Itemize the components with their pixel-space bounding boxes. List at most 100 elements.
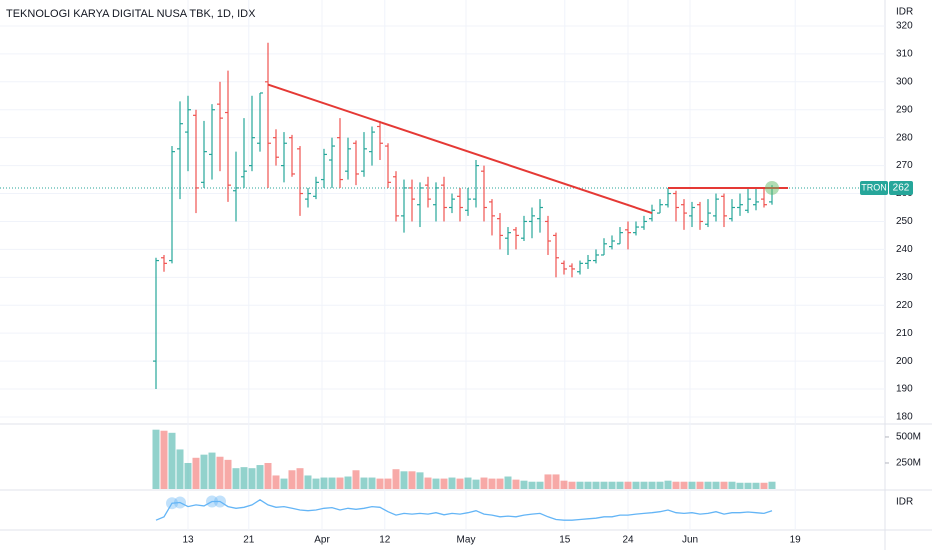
volume-bar [768, 481, 776, 489]
y-tick-label: 280 [896, 132, 913, 143]
y-tick-label: 190 [896, 384, 913, 395]
volume-bar [296, 468, 304, 489]
volume-bar [568, 481, 576, 489]
x-tick-label: 21 [243, 535, 255, 546]
price-unit: IDR [896, 7, 913, 18]
volume-bar [224, 459, 232, 489]
volume-bar [592, 481, 600, 489]
price-tag-text: 262 [893, 183, 910, 194]
volume-bar [352, 470, 360, 489]
volume-bar [544, 474, 552, 489]
volume-bar [728, 481, 736, 489]
volume-bar [688, 481, 696, 489]
volume-bar [736, 482, 744, 489]
volume-bar [176, 449, 184, 489]
volume-bar [336, 477, 344, 489]
volume-bar [480, 477, 488, 489]
volume-bar [160, 430, 168, 489]
volume-bar [504, 476, 512, 489]
volume-bar [320, 477, 328, 489]
x-tick-label: 24 [622, 535, 634, 546]
volume-bar [664, 480, 672, 489]
volume-bar [520, 480, 528, 489]
indicator-unit: IDR [896, 497, 913, 508]
volume-bar [376, 478, 384, 489]
y-tick-label: 200 [896, 356, 913, 367]
volume-bar [304, 475, 312, 489]
y-tick-label: 250 [896, 216, 913, 227]
y-tick-label: 320 [896, 21, 913, 32]
volume-bar [744, 482, 752, 489]
x-tick-label: 19 [790, 535, 802, 546]
y-tick-label: 180 [896, 412, 913, 423]
volume-bar [168, 432, 176, 489]
volume-bar [472, 479, 480, 489]
volume-bar [248, 468, 256, 489]
y-tick-label: 310 [896, 49, 913, 60]
volume-bar [416, 472, 424, 489]
volume-bar [584, 481, 592, 489]
volume-bar [704, 481, 712, 489]
volume-bar [576, 481, 584, 489]
volume-bar [616, 481, 624, 489]
volume-bar [288, 470, 296, 489]
volume-bar [240, 467, 248, 489]
volume-bar [368, 477, 376, 489]
x-tick-label: 15 [559, 535, 571, 546]
y-tick-label: 210 [896, 328, 913, 339]
volume-bar [216, 456, 224, 489]
volume-bar [760, 482, 768, 489]
volume-bar [488, 478, 496, 489]
volume-bar [272, 475, 280, 489]
volume-bar [184, 462, 192, 489]
volume-bar [392, 469, 400, 489]
volume-bar [424, 477, 432, 489]
volume-bar [440, 478, 448, 489]
price-tag [889, 180, 913, 195]
volume-bar [624, 481, 632, 489]
volume-bar [344, 476, 352, 489]
y-tick-label: 220 [896, 300, 913, 311]
volume-bar [408, 471, 416, 489]
volume-bar [400, 471, 408, 489]
y-tick-label: 230 [896, 272, 913, 283]
symbol-tag-text: TRON [861, 182, 887, 192]
alert-point [765, 180, 779, 195]
symbol-tag [860, 180, 888, 195]
volume-tick-label: 500M [896, 432, 921, 443]
volume-bar [256, 465, 264, 489]
volume-bar [680, 481, 688, 489]
volume-bar [232, 468, 240, 489]
volume-bar [712, 481, 720, 489]
volume-bar [496, 478, 504, 489]
volume-bar [328, 477, 336, 489]
volume-bar [464, 477, 472, 489]
volume-bar [640, 481, 648, 489]
x-tick-label: 13 [182, 535, 194, 546]
volume-bar [752, 482, 760, 489]
volume-bar [264, 462, 272, 489]
chart-title: TEKNOLOGI KARYA DIGITAL NUSA TBK, 1D, ID… [6, 8, 256, 20]
volume-bar [552, 474, 560, 489]
y-tick-label: 300 [896, 76, 913, 87]
volume-bar [528, 481, 536, 489]
volume-bar [312, 478, 320, 489]
volume-bar [648, 481, 656, 489]
x-tick-label: Jun [682, 535, 698, 546]
volume-bar [672, 481, 680, 489]
volume-bar [600, 481, 608, 489]
volume-bar [608, 481, 616, 489]
volume-bar [384, 478, 392, 489]
volume-bar [280, 478, 288, 489]
volume-bar [152, 429, 160, 489]
volume-bar [208, 452, 216, 489]
volume-bar [432, 478, 440, 489]
indicator-line [155, 499, 773, 521]
x-tick-label: May [457, 535, 476, 546]
x-tick-label: 12 [379, 535, 391, 546]
volume-bar [200, 454, 208, 489]
y-tick-label: 240 [896, 244, 913, 255]
volume-bar [632, 481, 640, 489]
volume-bar [456, 478, 464, 489]
x-tick-label: Apr [314, 535, 330, 546]
